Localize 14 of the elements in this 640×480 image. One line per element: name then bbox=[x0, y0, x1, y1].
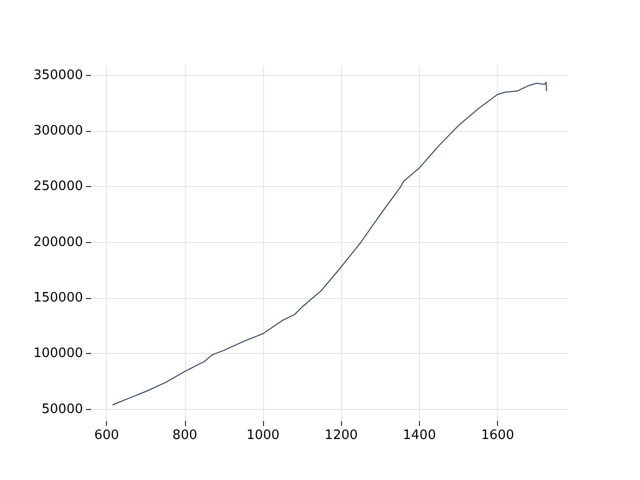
line-series bbox=[112, 82, 547, 406]
y-tick-label: 200000 bbox=[33, 234, 83, 250]
y-tick-label: 150000 bbox=[33, 290, 83, 306]
x-tick-label: 1400 bbox=[402, 428, 436, 443]
x-tick-label: 1600 bbox=[481, 428, 514, 443]
y-tick-label: 350000 bbox=[33, 68, 83, 83]
y-tick-label: 300000 bbox=[33, 124, 83, 139]
y-tick-label: 250000 bbox=[33, 179, 83, 194]
y-tick-label: 50000 bbox=[42, 402, 83, 417]
x-tick-label: 1000 bbox=[246, 428, 280, 443]
x-tick-label: 600 bbox=[94, 428, 120, 443]
x-tick-label: 800 bbox=[172, 428, 198, 443]
x-tick-label: 1200 bbox=[324, 428, 358, 443]
y-tick-label: 100000 bbox=[33, 346, 83, 362]
